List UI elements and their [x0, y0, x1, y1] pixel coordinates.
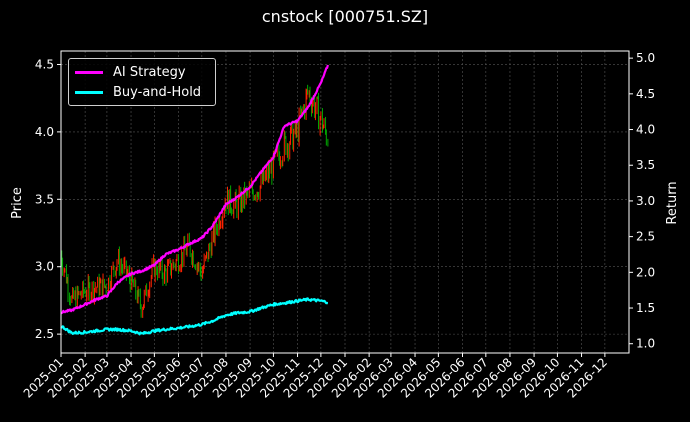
- right-tick-label: 5.0: [636, 51, 655, 65]
- left-axis-ticks: 2.5 3.0 3.5 4.0 4.5: [35, 57, 61, 341]
- price-series: [60, 84, 329, 318]
- line-ai-strategy: [60, 64, 329, 315]
- left-tick-label: 3.0: [35, 260, 54, 274]
- legend-item-buy-and-hold: Buy-and-Hold: [75, 83, 201, 101]
- right-tick-label: 3.0: [636, 194, 655, 208]
- grid-lines: [60, 51, 629, 353]
- legend-swatch-buy-and-hold: [75, 90, 103, 94]
- right-tick-label: 4.0: [636, 123, 655, 137]
- right-tick-label: 1.0: [636, 337, 655, 351]
- right-tick-label: 1.5: [636, 301, 655, 315]
- left-tick-label: 2.5: [35, 327, 54, 341]
- legend-swatch-ai-strategy: [75, 70, 103, 74]
- left-tick-label: 4.5: [35, 57, 54, 71]
- right-tick-label: 3.5: [636, 158, 655, 172]
- return-lines: [60, 64, 329, 336]
- right-tick-label: 2.0: [636, 265, 655, 279]
- x-axis-ticks: 2025-012025-022025-032025-042025-052025-…: [21, 353, 610, 401]
- legend: AI Strategy Buy-and-Hold: [68, 58, 216, 106]
- left-tick-label: 3.5: [35, 192, 54, 206]
- y-axis-label-left: Price: [10, 187, 25, 219]
- line-buy-and-hold: [60, 297, 329, 336]
- legend-label-ai-strategy: AI Strategy: [113, 64, 186, 80]
- right-tick-label: 2.5: [636, 230, 655, 244]
- chart-title: cnstock [000751.SZ]: [261, 7, 429, 26]
- legend-item-ai-strategy: AI Strategy: [75, 63, 186, 81]
- y-axis-label-right: Return: [665, 181, 680, 224]
- legend-label-buy-and-hold: Buy-and-Hold: [113, 84, 202, 100]
- left-tick-label: 4.0: [35, 125, 54, 139]
- right-axis-ticks: 1.0 1.5 2.0 2.5 3.0 3.5 4.0 4.5 5.0: [629, 51, 655, 351]
- right-tick-label: 4.5: [636, 87, 655, 101]
